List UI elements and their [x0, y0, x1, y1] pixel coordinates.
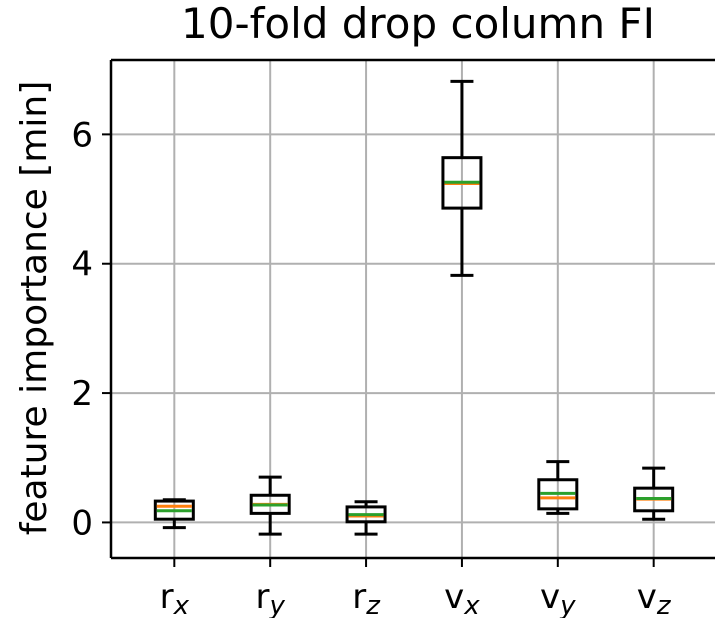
y-tick-label: 6 [71, 115, 93, 155]
x-tick-label: vz [637, 577, 672, 618]
chart-title: 10-fold drop column FI [181, 0, 655, 48]
x-tick-label: rx [160, 577, 190, 618]
iqr-box [537, 478, 579, 511]
grid-lines [111, 60, 715, 558]
box-rx [153, 498, 195, 530]
y-tick-label: 4 [71, 245, 93, 285]
y-axis-label: feature importance [min] [14, 81, 55, 536]
iqr-box [633, 486, 675, 513]
iqr-box [441, 156, 483, 210]
x-tick-label: vy [540, 577, 576, 618]
y-tick-label: 0 [71, 503, 93, 543]
box-vz [633, 466, 675, 521]
x-tick-label: vx [444, 577, 480, 618]
axes: 0 2 4 6 rx ry rz vx vy vz [71, 58, 715, 618]
iqr-box [153, 499, 195, 521]
iqr-box [345, 505, 387, 524]
y-tick-label: 2 [71, 374, 93, 414]
iqr-box [249, 493, 291, 515]
x-tick-label: rz [352, 577, 381, 618]
box-vx [441, 79, 483, 277]
box-vy [537, 460, 579, 515]
box-rz [345, 500, 387, 536]
box-marks [153, 79, 675, 536]
x-tick-label: ry [256, 577, 286, 618]
box-ry [249, 475, 291, 536]
